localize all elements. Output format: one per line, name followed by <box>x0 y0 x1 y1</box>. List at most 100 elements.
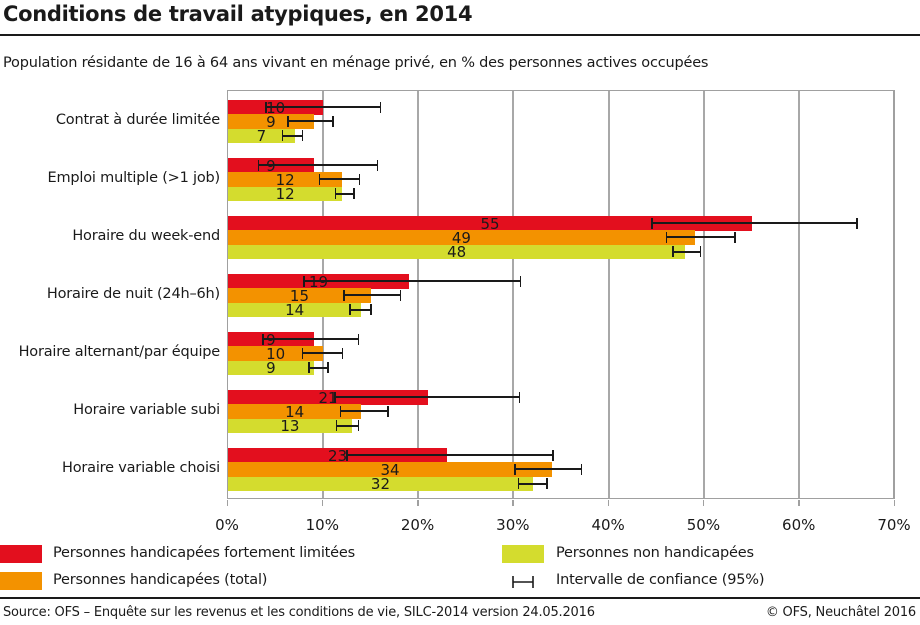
error-bar-cap <box>856 217 858 229</box>
bar-value-label: 14 <box>285 402 305 421</box>
error-bar-cap <box>334 188 337 200</box>
bar-value-label: 23 <box>328 446 348 465</box>
bar <box>228 288 371 303</box>
x-tick <box>798 500 800 506</box>
error-bar-cap <box>357 420 360 432</box>
error-bar-cap <box>346 449 348 461</box>
x-tick-label: 70% <box>877 516 911 534</box>
error-bar-cap <box>519 275 522 287</box>
legend-swatch-red <box>0 545 42 563</box>
x-tick <box>226 500 228 506</box>
bar-value-label: 34 <box>380 460 400 479</box>
bar <box>228 186 343 202</box>
x-tick <box>512 500 514 506</box>
x-tick-label: 30% <box>496 516 530 534</box>
error-bar <box>672 250 701 253</box>
error-bar-cap <box>665 231 668 243</box>
error-bar <box>344 294 401 297</box>
error-bar <box>308 366 329 369</box>
error-bar-cap <box>370 304 372 316</box>
chart-title: Conditions de travail atypiques, en 2014 <box>3 2 473 26</box>
bar <box>228 404 362 419</box>
bar <box>228 476 533 492</box>
error-bar-cap <box>734 231 736 243</box>
error-bar-cap <box>517 478 520 490</box>
error-bar-cap <box>327 362 329 374</box>
bar <box>228 448 448 463</box>
x-tick-label: 50% <box>686 516 721 534</box>
error-bar-cap <box>376 159 379 171</box>
error-bar <box>514 468 582 471</box>
error-bar-cap <box>518 391 521 403</box>
error-bar-cap <box>699 246 702 258</box>
error-bar-cap <box>308 362 310 374</box>
bar <box>228 302 362 318</box>
x-tick <box>702 500 705 506</box>
error-bar <box>319 178 360 181</box>
error-bar-cap <box>332 115 334 127</box>
bar <box>228 390 429 405</box>
error-bar <box>518 482 548 485</box>
gridline <box>417 91 420 498</box>
error-bar-cap <box>287 115 289 127</box>
x-tick <box>321 500 324 506</box>
error-bar <box>304 280 521 283</box>
error-bar-cap <box>265 101 267 113</box>
error-bar-cap <box>546 478 548 490</box>
bar <box>228 346 324 361</box>
gridline <box>798 91 801 498</box>
chart-subtitle: Population résidante de 16 à 64 ans viva… <box>3 55 709 71</box>
error-bar-cap <box>352 188 355 200</box>
category-label: Horaire variable choisi <box>62 460 220 476</box>
category-label: Horaire variable subi <box>73 402 220 418</box>
legend-label-confidence-interval: Intervalle de confiance (95%) <box>556 572 765 588</box>
error-bar <box>282 134 303 137</box>
category-label: Contrat à durée limitée <box>55 112 220 128</box>
error-bar-cap <box>257 159 260 171</box>
error-bar-cap <box>341 347 344 359</box>
bar-value-label: 49 <box>451 228 471 247</box>
error-bar-cap <box>301 130 304 142</box>
x-tick-label: 10% <box>305 516 339 534</box>
legend-swatch-green <box>502 545 544 563</box>
error-bar-cap <box>349 304 351 316</box>
legend-label-disabled-total: Personnes handicapées (total) <box>53 572 268 588</box>
category-label: Horaire alternant/par équipe <box>18 344 221 360</box>
error-bar-cap <box>399 289 402 301</box>
bar <box>228 172 343 187</box>
x-tick <box>893 500 895 506</box>
bar <box>228 230 695 245</box>
bar-value-label: 12 <box>275 185 295 204</box>
error-bar <box>263 338 359 341</box>
error-bar <box>340 410 389 413</box>
error-bar-cap <box>333 391 336 403</box>
bar-value-label: 55 <box>480 214 500 233</box>
bar-value-label: 9 <box>266 359 276 378</box>
bar-value-label: 10 <box>266 344 286 363</box>
error-bar-cap <box>357 333 360 345</box>
error-bar-cap <box>379 101 382 113</box>
x-tick <box>607 500 610 506</box>
legend-label-non-disabled: Personnes non handicapées <box>556 545 754 561</box>
error-bar-cap <box>281 130 284 142</box>
footer-rule <box>0 597 920 599</box>
footer-source: Source: OFS – Enquête sur les revenus et… <box>3 605 595 620</box>
error-bar <box>288 120 333 123</box>
error-bar <box>266 106 381 109</box>
gridline <box>512 91 515 498</box>
bar-value-label: 7 <box>256 127 267 146</box>
error-bar-cap <box>651 217 653 229</box>
bar-value-label: 15 <box>289 286 309 305</box>
bar-value-label: 48 <box>447 243 467 262</box>
bar-value-label: 9 <box>266 112 276 131</box>
error-bar-icon <box>512 576 534 588</box>
category-label: Horaire du week-end <box>72 228 220 244</box>
x-tick <box>417 500 419 506</box>
x-tick-label: 20% <box>400 516 435 534</box>
plot-area: 1097912125549481915149109211413233432 <box>226 90 895 506</box>
error-bar <box>302 352 343 355</box>
error-bar-cap <box>303 275 306 287</box>
error-bar-cap <box>262 333 265 345</box>
bar-value-label: 13 <box>280 417 300 436</box>
error-bar <box>666 236 735 239</box>
